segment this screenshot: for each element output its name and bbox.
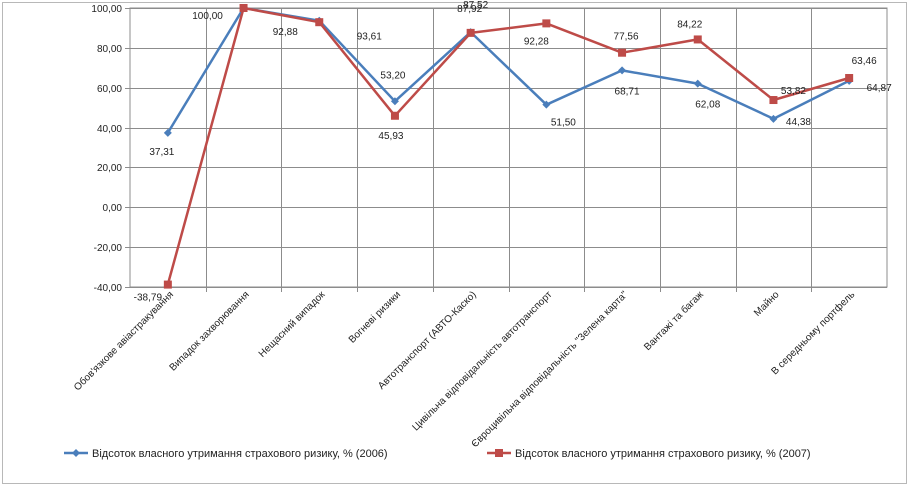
data-point (693, 79, 702, 88)
x-tick-label: Вогневі ризики (347, 289, 403, 345)
x-tick-label: В середньому портфель (769, 289, 858, 378)
plot-area (129, 7, 888, 288)
series-line (166, 6, 850, 134)
y-tick-label: -40,00 (94, 283, 123, 294)
data-label: 92,88 (273, 27, 298, 38)
legend-marker (72, 449, 80, 457)
data-label: 84,22 (677, 19, 702, 30)
y-tick-label: 40,00 (97, 124, 122, 135)
data-label: 64,87 (867, 83, 892, 94)
legend-label: Відсоток власного утримання страхового р… (92, 448, 388, 460)
data-label: 37,31 (149, 147, 174, 158)
data-label: 53,20 (380, 70, 405, 81)
data-label: 77,56 (614, 32, 639, 43)
data-label: -38,79 (134, 293, 163, 304)
data-label: 68,71 (615, 86, 640, 97)
legend-marker (495, 449, 503, 457)
data-point (693, 35, 702, 44)
x-tick-label: Євроцивільна відповідальність "Зелена ка… (470, 289, 631, 450)
x-tick-label: Вантажі та багаж (642, 288, 707, 353)
data-point (769, 96, 778, 105)
y-tick-label: 60,00 (97, 84, 122, 95)
y-tick-label: 0,00 (103, 203, 123, 214)
data-point (769, 114, 778, 123)
legend-label: Відсоток власного утримання страхового р… (515, 448, 811, 460)
data-label: 51,50 (551, 118, 576, 129)
x-tick-label: Майно (752, 289, 782, 319)
data-label: 53,82 (781, 86, 806, 97)
data-label: 92,28 (524, 36, 549, 47)
data-point (163, 280, 172, 289)
x-tick-label: Випадок захворювання (168, 289, 252, 373)
data-point (542, 19, 551, 28)
data-point (618, 66, 627, 75)
data-label: 87,92 (457, 4, 482, 15)
data-label: 63,46 (852, 56, 877, 67)
data-point (390, 97, 399, 106)
y-tick-label: 100,00 (91, 4, 122, 15)
data-point (390, 111, 399, 120)
data-point (542, 100, 551, 109)
data-label: 87,52 (463, 0, 488, 11)
data-point (239, 4, 248, 12)
data-label: 93,61 (357, 32, 382, 43)
x-tick-label: Обов'язкове авіастракування (71, 289, 176, 394)
data-label: 100,00 (192, 11, 223, 22)
x-tick-label: Цивільна відповідальність автотранспорт (410, 289, 554, 433)
data-point (315, 18, 324, 27)
data-point (845, 74, 854, 83)
x-tick-label: Нещасний випадок (257, 289, 328, 360)
data-point (163, 128, 172, 137)
data-point (466, 28, 475, 37)
data-label: 62,08 (695, 100, 720, 111)
y-tick-label: -20,00 (94, 243, 123, 254)
y-tick-label: 20,00 (97, 163, 122, 174)
data-point (618, 48, 627, 57)
y-tick-label: 80,00 (97, 44, 122, 55)
data-label: 44,38 (786, 117, 811, 128)
data-label: 45,93 (378, 131, 403, 142)
series-line (166, 6, 850, 285)
